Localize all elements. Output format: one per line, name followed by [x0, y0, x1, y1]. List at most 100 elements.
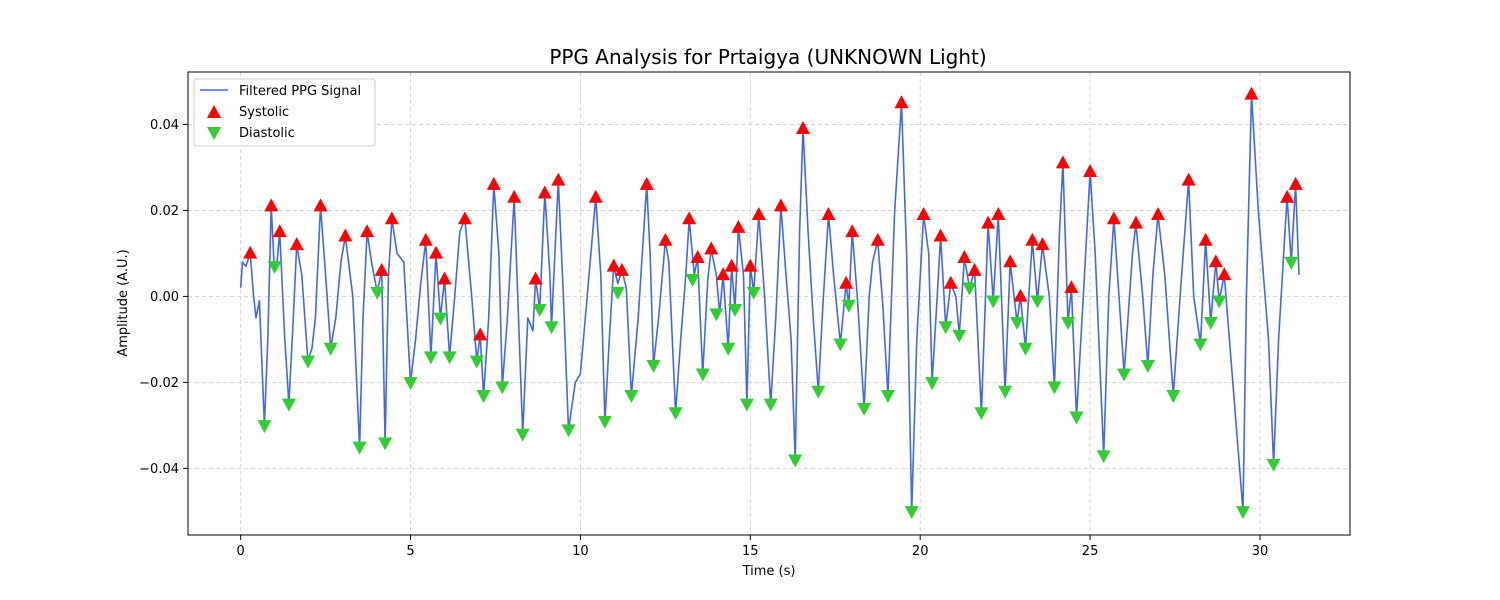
diastolic-trough-marker: [1047, 381, 1062, 395]
systolic-peak-marker: [1128, 215, 1143, 229]
diastolic-trough-marker: [1193, 338, 1208, 352]
systolic-peak-marker: [795, 121, 810, 134]
systolic-peak-marker: [1055, 155, 1070, 169]
systolic-peak-marker: [716, 267, 731, 281]
systolic-peak-marker: [1208, 254, 1223, 268]
x-tick-label: 25: [1082, 544, 1099, 559]
diastolic-trough-marker: [323, 342, 338, 356]
y-tick-label: 0.00: [150, 290, 179, 305]
legend-label-systolic: Systolic: [239, 105, 289, 120]
diastolic-trough-marker: [1010, 316, 1025, 330]
diastolic-trough-marker: [1212, 295, 1227, 309]
diastolic-trough-marker: [469, 355, 484, 369]
systolic-peak-marker: [1288, 176, 1303, 190]
systolic-peak-marker: [486, 176, 501, 190]
legend-box: [193, 78, 376, 147]
diastolic-trough-marker: [841, 299, 856, 313]
chart-title: PPG Analysis for Prtaigya (UNKNOWN Light…: [549, 45, 986, 69]
y-axis-ticks: −0.04 −0.02 0.00 0.02 0.04: [139, 118, 188, 477]
diastolic-trough-marker: [300, 355, 315, 369]
diastolic-trough-marker: [685, 273, 700, 287]
diastolic-trough-marker: [728, 304, 743, 318]
systolic-peak-marker: [1198, 232, 1213, 246]
diastolic-trough-marker: [1069, 411, 1084, 425]
diastolic-trough-marker: [257, 420, 272, 434]
peak-markers: [243, 86, 1303, 520]
systolic-peak-marker: [614, 262, 629, 276]
diastolic-trough-marker: [880, 390, 895, 403]
diastolic-trough-marker: [998, 385, 1013, 399]
systolic-peak-marker: [704, 241, 719, 255]
plot-area: [239, 86, 1303, 520]
systolic-peak-marker: [374, 262, 389, 276]
systolic-peak-marker: [1151, 207, 1166, 220]
diastolic-trough-marker: [925, 377, 940, 391]
diastolic-trough-marker: [403, 377, 418, 391]
diastolic-trough-marker: [433, 312, 448, 326]
systolic-peak-marker: [682, 211, 697, 225]
diastolic-trough-marker: [788, 454, 803, 468]
x-tick-label: 0: [237, 544, 245, 559]
systolic-peak-marker: [272, 224, 287, 238]
diastolic-trough-marker: [476, 390, 491, 403]
systolic-peak-marker: [588, 189, 603, 203]
systolic-peak-marker: [289, 237, 304, 251]
systolic-peak-marker: [360, 224, 375, 238]
systolic-peak-marker: [1064, 280, 1079, 294]
systolic-peak-marker: [1244, 86, 1259, 100]
diastolic-trough-marker: [811, 385, 826, 399]
diastolic-trough-marker: [1284, 256, 1299, 270]
diastolic-trough-marker: [857, 402, 872, 416]
systolic-peak-marker: [943, 275, 958, 289]
diastolic-trough-marker: [423, 351, 438, 365]
x-tick-label: 20: [912, 544, 929, 559]
diastolic-trough-marker: [904, 506, 919, 520]
systolic-peak-marker: [1280, 189, 1295, 203]
systolic-peak-marker: [839, 275, 854, 289]
diastolic-trough-marker: [952, 329, 967, 343]
diastolic-trough-marker: [597, 415, 612, 429]
diastolic-trough-marker: [352, 441, 367, 455]
diastolic-trough-marker: [495, 381, 510, 395]
diastolic-trough-marker: [515, 428, 530, 442]
systolic-peak-marker: [743, 258, 758, 272]
systolic-peak-marker: [473, 327, 488, 341]
systolic-peak-marker: [1025, 232, 1040, 246]
systolic-peak-marker: [1083, 164, 1098, 177]
x-axis-ticks: 0 5 10 15 20 25 30: [237, 535, 1269, 559]
systolic-peak-marker: [418, 232, 433, 246]
systolic-peak-marker: [243, 245, 258, 259]
systolic-peak-marker: [429, 245, 444, 259]
diastolic-trough-marker: [1018, 342, 1033, 356]
systolic-peak-marker: [773, 198, 788, 212]
systolic-peak-marker: [551, 172, 566, 186]
diastolic-trough-marker: [986, 295, 1001, 309]
diastolic-trough-marker: [624, 390, 639, 403]
legend: Filtered PPG Signal Systolic Diastolic: [193, 78, 376, 147]
diastolic-trough-marker: [1117, 368, 1132, 382]
diastolic-trough-marker: [739, 398, 754, 412]
systolic-peak-marker: [658, 232, 673, 246]
x-tick-label: 10: [572, 544, 589, 559]
systolic-peak-marker: [724, 258, 739, 272]
systolic-peak-marker: [537, 185, 552, 199]
diastolic-trough-marker: [267, 261, 282, 275]
diastolic-trough-marker: [610, 286, 625, 300]
systolic-peak-marker: [606, 258, 621, 272]
systolic-peak-marker: [957, 250, 972, 263]
x-tick-label: 30: [1252, 544, 1269, 559]
systolic-peak-marker: [933, 228, 948, 242]
systolic-peak-marker: [916, 207, 931, 220]
x-tick-label: 15: [742, 544, 759, 559]
systolic-peak-marker: [338, 228, 353, 242]
systolic-peak-marker: [1035, 237, 1050, 251]
plot-frame: [187, 71, 1351, 536]
y-tick-label: 0.02: [150, 204, 179, 219]
y-tick-label: 0.04: [150, 118, 179, 133]
diastolic-trough-marker: [281, 398, 296, 412]
systolic-peak-marker: [967, 262, 982, 276]
systolic-peak-marker: [731, 219, 746, 233]
diastolic-trough-marker: [1203, 316, 1218, 330]
systolic-peak-marker: [751, 207, 766, 220]
